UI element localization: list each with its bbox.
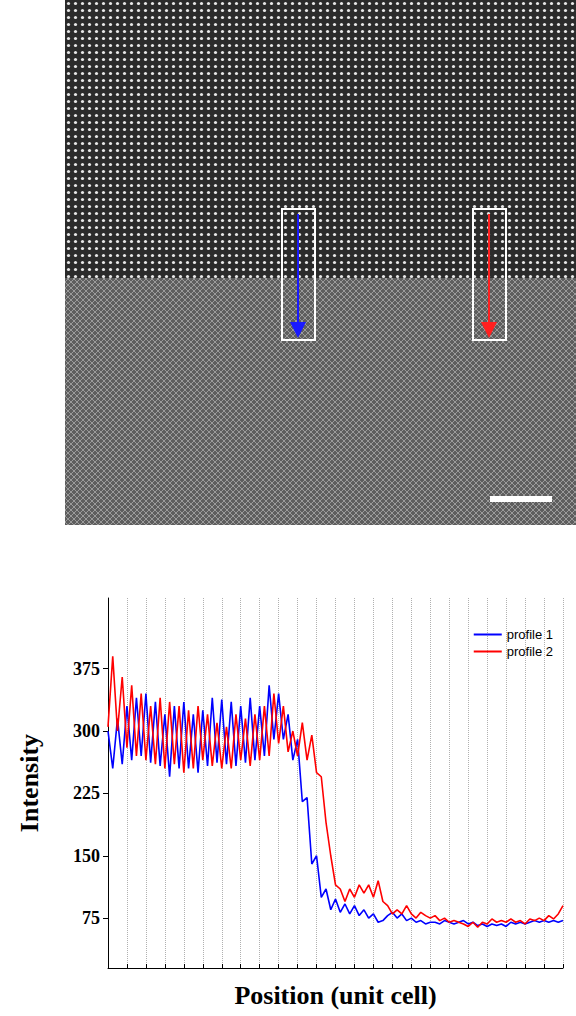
- svg-text:profile 1: profile 1: [507, 627, 553, 642]
- svg-text:Position (unit cell): Position (unit cell): [234, 981, 436, 1010]
- svg-text:profile 2: profile 2: [507, 644, 553, 659]
- svg-text:75: 75: [82, 908, 100, 928]
- svg-text:150: 150: [73, 846, 100, 866]
- svg-text:375: 375: [73, 659, 100, 679]
- svg-text:Intensity: Intensity: [15, 734, 44, 832]
- svg-text:225: 225: [73, 783, 100, 803]
- svg-text:300: 300: [73, 721, 100, 741]
